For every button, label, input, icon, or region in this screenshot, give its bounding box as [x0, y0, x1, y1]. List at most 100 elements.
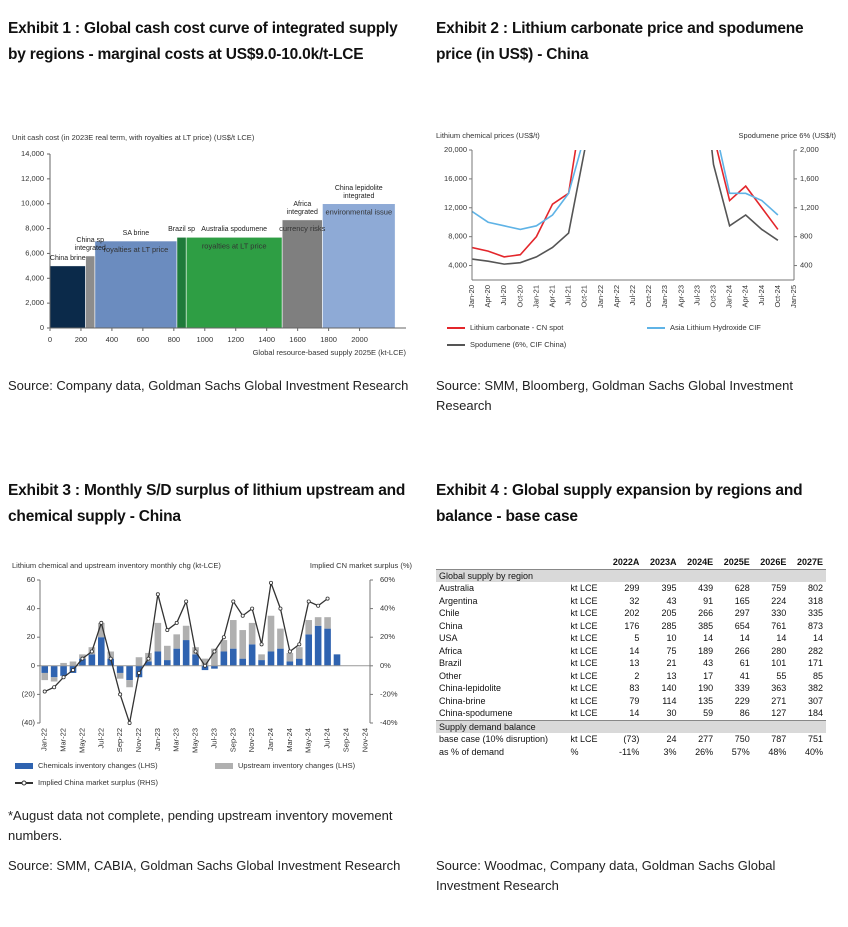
y2-tick-label: 40% [380, 604, 395, 613]
bar [79, 658, 86, 666]
table-cell: kt LCE [570, 633, 598, 644]
table-cell: 91 [703, 595, 714, 606]
table-cell: China [439, 620, 463, 631]
bar [145, 661, 152, 666]
bar [163, 645, 171, 661]
table-cell: 759 [771, 583, 787, 594]
table-cell: 13 [629, 658, 640, 669]
x-tick-label: Jan-25 [789, 285, 798, 308]
exhibit-title: Exhibit 2 : Lithium carbonate price and … [436, 20, 804, 63]
table-cell: 79 [629, 695, 640, 706]
line-marker [193, 649, 198, 654]
table-cell: Australia [439, 583, 475, 594]
y2-tick-label: 400 [800, 261, 813, 270]
y-tick-label: 12,000 [21, 174, 44, 183]
x-tick-label: 400 [106, 335, 119, 344]
x-tick-label: Jan-24 [725, 285, 734, 308]
x-tick-label: Apr-23 [676, 285, 685, 308]
x-tick-label: Oct-23 [708, 285, 717, 308]
table-cell: 224 [771, 595, 787, 606]
x-tick-label: Jan-24 [266, 728, 275, 751]
table-cell: 873 [807, 620, 823, 631]
section-row: Supply demand balance [436, 719, 826, 733]
y-tick-label: 2,000 [25, 298, 44, 307]
table-cell: 628 [734, 583, 750, 594]
table-cell: 266 [698, 608, 714, 619]
table-cell: 61 [739, 658, 750, 669]
table-cell: 75 [666, 645, 677, 656]
annotation: currency risks [279, 224, 326, 233]
table-cell: USA [439, 633, 458, 644]
source: Source: Woodmac, Company data, Goldman S… [436, 858, 776, 893]
table-row: China kt LCE 176 285 385 654 761 873 [436, 620, 826, 633]
x-tick-label: 200 [75, 335, 88, 344]
x-tick-label: Jan-23 [660, 285, 669, 308]
x-tick-label: Nov-22 [134, 728, 143, 752]
bar [135, 657, 143, 666]
x-tick-label: 1600 [289, 335, 306, 344]
x-tick-label: Jul-21 [564, 285, 573, 305]
bar [79, 654, 86, 659]
bar [239, 630, 247, 659]
y-tick-label: 14,000 [21, 149, 44, 158]
table-cell: China-lepidolite [439, 683, 502, 694]
bar-label: China lepidolite integrated [334, 184, 383, 200]
table-cell: 271 [771, 695, 787, 706]
table-row: Africa kt LCE 14 75 189 266 280 282 [436, 645, 826, 658]
table-cell: 14 [812, 633, 823, 644]
bar-label: China brine [49, 254, 86, 262]
table-cell: 335 [807, 608, 823, 619]
bar [50, 677, 58, 682]
bar [295, 647, 303, 659]
bar [201, 658, 209, 666]
line-marker [89, 649, 94, 654]
bar [201, 665, 209, 671]
table-cell: 83 [629, 683, 640, 694]
x-tick-label: Jul-22 [628, 285, 637, 305]
bar [107, 658, 115, 666]
line-marker [155, 592, 160, 597]
bar-label: Australia spodumene [201, 226, 268, 234]
bar [258, 654, 265, 661]
table-cell: 24 [666, 734, 677, 745]
bar [220, 651, 228, 666]
table-row: Argentina kt LCE 32 43 91 165 224 318 [436, 595, 826, 608]
table-cell: Other [439, 670, 462, 681]
x-tick-label: Mar-23 [172, 728, 181, 752]
table-cell: 190 [698, 683, 714, 694]
line-marker [108, 656, 113, 661]
table-cell: 26% [695, 746, 714, 757]
table-cell: 285 [661, 620, 677, 631]
y-tick-label: 8,000 [25, 224, 44, 233]
table-cell: 363 [771, 683, 787, 694]
chart: Unit cash cost (in 2023E real term, with… [12, 133, 406, 357]
bar [305, 634, 313, 666]
line-marker [127, 720, 132, 725]
bar-label: SA brine [122, 230, 150, 237]
bar-label: Africa integrated [286, 200, 318, 216]
line-marker [118, 692, 123, 697]
x-tick-label: Jan-21 [531, 285, 540, 308]
y2-tick-label: 800 [800, 232, 813, 241]
line-marker [231, 599, 236, 604]
bar [185, 236, 283, 329]
series-line [472, 150, 779, 231]
y-tick-label: 40 [27, 604, 35, 613]
table-cell: 114 [662, 695, 677, 706]
y2-tick-label: -20% [380, 689, 398, 698]
bar [182, 625, 190, 641]
table-cell: (73) [623, 734, 640, 745]
table-cell: 17 [703, 670, 714, 681]
y2-tick-label: -40% [380, 718, 398, 727]
table-cell: Argentina [439, 595, 478, 606]
y-tick-label: (20) [22, 689, 36, 698]
y2-tick-label: 1,600 [800, 174, 819, 183]
y2-tick-label: 60% [380, 575, 395, 584]
table-cell: 55 [776, 670, 787, 681]
y-tick-label: 20,000 [444, 145, 467, 154]
y-tick-label: 4,000 [25, 273, 44, 282]
x-tick-label: Sep-23 [228, 728, 237, 752]
table-cell: kt LCE [570, 608, 598, 619]
table-cell: 761 [771, 620, 787, 631]
table-cell: kt LCE [570, 708, 598, 719]
